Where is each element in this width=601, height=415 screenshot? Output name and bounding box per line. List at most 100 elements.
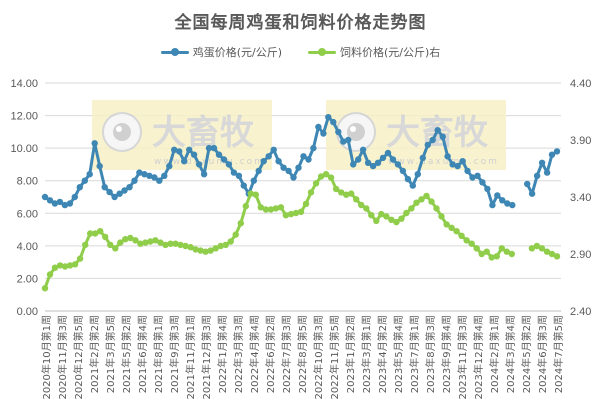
data-point[interactable] xyxy=(117,239,124,246)
data-point[interactable] xyxy=(167,240,174,247)
data-point[interactable] xyxy=(132,237,139,244)
data-point[interactable] xyxy=(257,204,264,211)
data-point[interactable] xyxy=(483,248,490,255)
data-point[interactable] xyxy=(81,177,89,184)
data-point[interactable] xyxy=(116,190,123,197)
data-point[interactable] xyxy=(265,153,272,160)
data-point[interactable] xyxy=(340,138,347,145)
data-point[interactable] xyxy=(403,209,410,217)
data-point[interactable] xyxy=(478,250,485,258)
data-point[interactable] xyxy=(355,156,362,163)
data-point[interactable] xyxy=(186,146,193,153)
data-point[interactable] xyxy=(414,171,421,178)
data-point[interactable] xyxy=(151,174,158,181)
data-point[interactable] xyxy=(300,153,307,160)
data-point[interactable] xyxy=(538,245,546,252)
legend-item-egg[interactable]: 鸡蛋价格(元/公斤) xyxy=(160,44,282,60)
data-point[interactable] xyxy=(383,213,390,220)
data-point[interactable] xyxy=(232,231,239,238)
data-point[interactable] xyxy=(393,218,400,226)
data-point[interactable] xyxy=(368,212,375,219)
data-point[interactable] xyxy=(504,200,511,207)
data-point[interactable] xyxy=(56,262,64,269)
data-point[interactable] xyxy=(310,144,317,152)
data-point[interactable] xyxy=(166,162,173,170)
data-point[interactable] xyxy=(227,238,234,245)
data-point[interactable] xyxy=(131,177,138,184)
data-point[interactable] xyxy=(137,240,144,247)
data-point[interactable] xyxy=(543,169,551,176)
data-point[interactable] xyxy=(121,187,128,194)
data-point[interactable] xyxy=(187,244,194,251)
data-point[interactable] xyxy=(378,210,385,218)
data-point[interactable] xyxy=(207,247,214,254)
data-point[interactable] xyxy=(41,285,49,292)
data-point[interactable] xyxy=(398,215,405,222)
data-point[interactable] xyxy=(394,161,402,168)
data-point[interactable] xyxy=(272,205,280,212)
data-point[interactable] xyxy=(307,189,315,196)
data-point[interactable] xyxy=(235,172,243,179)
data-point[interactable] xyxy=(320,130,327,137)
data-point[interactable] xyxy=(152,237,159,244)
data-point[interactable] xyxy=(156,177,163,184)
data-point[interactable] xyxy=(317,173,325,180)
data-point[interactable] xyxy=(161,172,168,179)
data-point[interactable] xyxy=(479,179,486,186)
data-point[interactable] xyxy=(197,247,204,254)
data-point[interactable] xyxy=(240,182,247,189)
data-point[interactable] xyxy=(202,248,209,255)
data-point[interactable] xyxy=(484,185,491,193)
data-point[interactable] xyxy=(87,230,94,237)
data-point[interactable] xyxy=(126,184,133,191)
data-point[interactable] xyxy=(295,164,302,171)
data-point[interactable] xyxy=(444,153,451,160)
data-point[interactable] xyxy=(297,208,305,215)
data-point[interactable] xyxy=(359,146,367,153)
data-point[interactable] xyxy=(285,167,292,175)
data-point[interactable] xyxy=(267,206,275,213)
data-point[interactable] xyxy=(171,146,178,153)
data-point[interactable] xyxy=(237,220,244,227)
data-point[interactable] xyxy=(195,161,203,168)
data-point[interactable] xyxy=(469,174,476,181)
data-point[interactable] xyxy=(399,167,407,175)
data-point[interactable] xyxy=(292,209,300,217)
legend-item-feed[interactable]: 饲料价格(元/公斤)右 xyxy=(308,44,440,60)
data-point[interactable] xyxy=(247,190,254,197)
data-point[interactable] xyxy=(66,262,74,269)
data-point[interactable] xyxy=(428,198,435,205)
data-point[interactable] xyxy=(157,239,164,246)
data-point[interactable] xyxy=(190,151,198,158)
data-point[interactable] xyxy=(503,248,510,255)
data-point[interactable] xyxy=(434,127,441,134)
data-point[interactable] xyxy=(212,245,219,252)
data-point[interactable] xyxy=(473,245,480,252)
data-point[interactable] xyxy=(343,191,350,198)
data-point[interactable] xyxy=(533,242,541,250)
data-point[interactable] xyxy=(162,241,169,249)
data-point[interactable] xyxy=(528,190,536,197)
data-point[interactable] xyxy=(177,241,184,249)
data-point[interactable] xyxy=(176,148,183,155)
data-point[interactable] xyxy=(71,193,79,201)
data-point[interactable] xyxy=(409,182,416,189)
data-point[interactable] xyxy=(205,144,213,152)
data-point[interactable] xyxy=(46,197,54,204)
data-point[interactable] xyxy=(348,190,355,197)
data-point[interactable] xyxy=(369,162,377,170)
data-point[interactable] xyxy=(260,158,267,165)
data-point[interactable] xyxy=(488,254,495,261)
data-point[interactable] xyxy=(61,263,69,270)
data-point[interactable] xyxy=(217,242,224,250)
data-point[interactable] xyxy=(122,236,129,243)
data-point[interactable] xyxy=(468,240,475,247)
data-point[interactable] xyxy=(305,156,312,163)
data-point[interactable] xyxy=(423,192,430,200)
data-point[interactable] xyxy=(106,188,113,196)
data-point[interactable] xyxy=(429,136,436,144)
data-point[interactable] xyxy=(312,180,320,187)
data-point[interactable] xyxy=(302,200,310,207)
data-point[interactable] xyxy=(290,174,297,181)
data-point[interactable] xyxy=(327,174,335,181)
